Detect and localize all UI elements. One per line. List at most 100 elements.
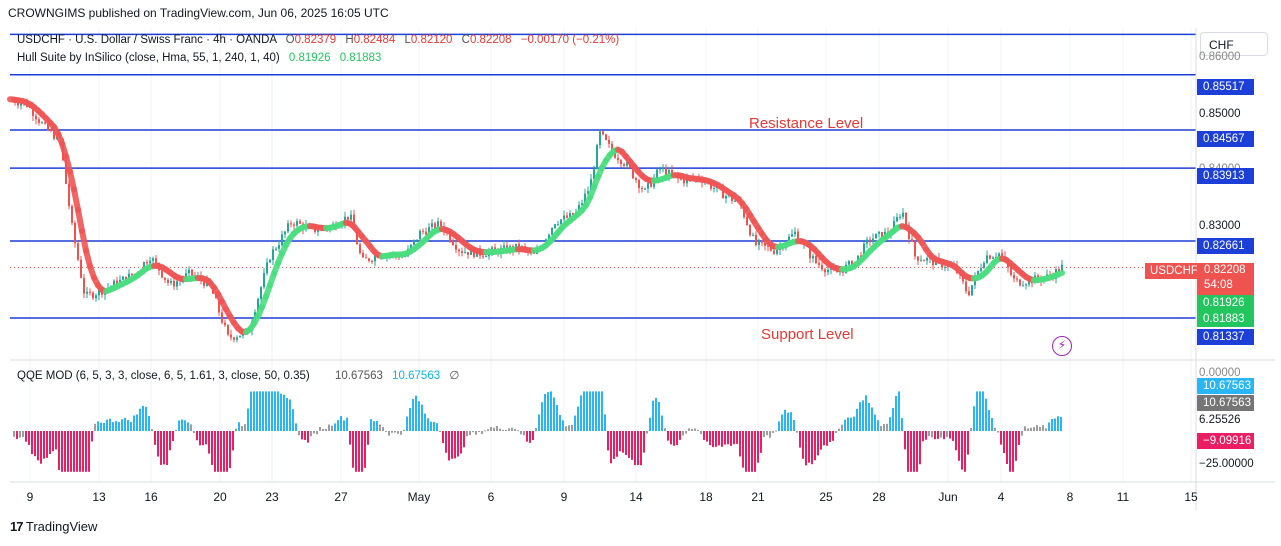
candle-body bbox=[458, 249, 460, 252]
candle-body bbox=[578, 204, 580, 213]
qqe-bar bbox=[919, 431, 921, 465]
qqe-bar bbox=[508, 428, 510, 431]
candle-body bbox=[365, 257, 367, 259]
qqe-bar bbox=[202, 431, 204, 446]
qqe-bar bbox=[844, 419, 846, 431]
hull-indicator-name[interactable]: Hull Suite by InSilico (close, Hma, 55, … bbox=[17, 52, 280, 64]
qqe-bar bbox=[211, 431, 213, 465]
tradingview-brand[interactable]: 17 TradingView bbox=[10, 519, 97, 534]
candle-body bbox=[356, 230, 358, 245]
hull-badge: 0.81926 bbox=[1197, 295, 1254, 311]
candle-body bbox=[50, 130, 52, 132]
qqe-bar bbox=[55, 431, 57, 450]
candle-body bbox=[584, 193, 586, 204]
qqe-bar bbox=[538, 414, 540, 431]
qqe-bar bbox=[232, 431, 234, 451]
qqe-bar bbox=[31, 431, 33, 455]
qqe-bar bbox=[673, 431, 675, 446]
qqe-badge: 10.67563 bbox=[1197, 378, 1254, 394]
qqe-bar bbox=[91, 431, 93, 442]
candle-body bbox=[161, 270, 163, 278]
qqe-bar bbox=[370, 419, 372, 431]
qqe-bar bbox=[286, 397, 288, 431]
qqe-bar bbox=[340, 416, 342, 431]
high-value: 0.82484 bbox=[353, 34, 396, 46]
candle-body bbox=[359, 244, 361, 253]
qqe-bar bbox=[901, 418, 903, 431]
qqe-bar bbox=[826, 431, 828, 446]
qqe-bar bbox=[466, 431, 468, 437]
flash-icon[interactable]: ⚡ bbox=[1052, 336, 1072, 356]
qqe-bar bbox=[214, 431, 216, 472]
candle-body bbox=[641, 188, 643, 190]
qqe-bar bbox=[973, 406, 975, 431]
candle-body bbox=[68, 183, 70, 207]
qqe-indicator-name[interactable]: QQE MOD (6, 5, 3, 3, close, 6, 5, 1.61, … bbox=[17, 370, 310, 382]
candle-body bbox=[281, 234, 283, 246]
qqe-bar bbox=[271, 391, 273, 431]
hull-legend[interactable]: Hull Suite by InSilico (close, Hma, 55, … bbox=[17, 52, 381, 64]
candle-body bbox=[599, 131, 601, 146]
qqe-bar bbox=[247, 408, 249, 431]
qqe-bar bbox=[664, 428, 666, 431]
qqe-bar bbox=[424, 413, 426, 431]
qqe-bar bbox=[292, 409, 294, 431]
candle-body bbox=[176, 281, 178, 287]
qqe-bar bbox=[1006, 431, 1008, 465]
symbol-title[interactable]: USDCHF · U.S. Dollar / Swiss Franc · 4h … bbox=[17, 34, 277, 46]
candle-body bbox=[773, 250, 775, 254]
candle-body bbox=[977, 270, 979, 276]
candle-body bbox=[632, 167, 634, 179]
candle-body bbox=[122, 276, 124, 280]
qqe-bar bbox=[430, 421, 432, 431]
qqe-bar bbox=[355, 431, 357, 472]
candle-body bbox=[788, 236, 790, 244]
qqe-bar bbox=[28, 431, 30, 445]
time-axis-label: May bbox=[407, 490, 431, 504]
qqe-bar bbox=[652, 400, 654, 431]
qqe-bar bbox=[874, 414, 876, 431]
candle-body bbox=[965, 281, 967, 292]
candle-body bbox=[821, 264, 823, 270]
qqe-bar bbox=[151, 429, 153, 431]
candle-body bbox=[38, 119, 40, 123]
time-axis-label: 6 bbox=[487, 490, 495, 504]
qqe-bar bbox=[577, 406, 579, 431]
qqe-bar bbox=[787, 412, 789, 431]
candle-body bbox=[89, 291, 91, 293]
qqe-bar bbox=[400, 431, 402, 435]
candle-body bbox=[284, 231, 286, 235]
currency-button[interactable]: CHF bbox=[1200, 32, 1268, 56]
candle-body bbox=[170, 280, 172, 283]
qqe-bar bbox=[52, 431, 54, 452]
qqe-bar bbox=[235, 428, 237, 431]
support-annotation: Support Level bbox=[761, 326, 854, 343]
qqe-bar bbox=[574, 415, 576, 431]
price-legend[interactable]: USDCHF · U.S. Dollar / Swiss Franc · 4h … bbox=[17, 34, 619, 46]
candle-body bbox=[749, 225, 751, 236]
qqe-bar bbox=[1051, 419, 1053, 431]
candle-body bbox=[464, 252, 466, 254]
qqe-bar bbox=[220, 431, 222, 472]
qqe-bar bbox=[142, 405, 144, 431]
qqe-bar bbox=[97, 421, 99, 431]
qqe-legend[interactable]: QQE MOD (6, 5, 3, 3, close, 6, 5, 1.61, … bbox=[17, 368, 459, 382]
qqe-bar bbox=[331, 425, 333, 431]
qqe-bar bbox=[178, 420, 180, 431]
qqe-bar bbox=[739, 431, 741, 457]
candle-body bbox=[554, 224, 556, 228]
candle-body bbox=[650, 183, 652, 187]
candle-body bbox=[710, 182, 712, 189]
candle-body bbox=[20, 103, 22, 106]
candle-body bbox=[656, 169, 658, 178]
hull-segment-down bbox=[75, 206, 85, 234]
qqe-bar bbox=[199, 431, 201, 446]
qqe-bar bbox=[847, 417, 849, 431]
qqe-bar bbox=[181, 419, 183, 431]
candle-body bbox=[317, 230, 319, 232]
qqe-bar bbox=[799, 431, 801, 448]
candle-body bbox=[494, 247, 496, 250]
qqe-bar bbox=[325, 428, 327, 431]
time-axis-label: 9 bbox=[560, 490, 568, 504]
